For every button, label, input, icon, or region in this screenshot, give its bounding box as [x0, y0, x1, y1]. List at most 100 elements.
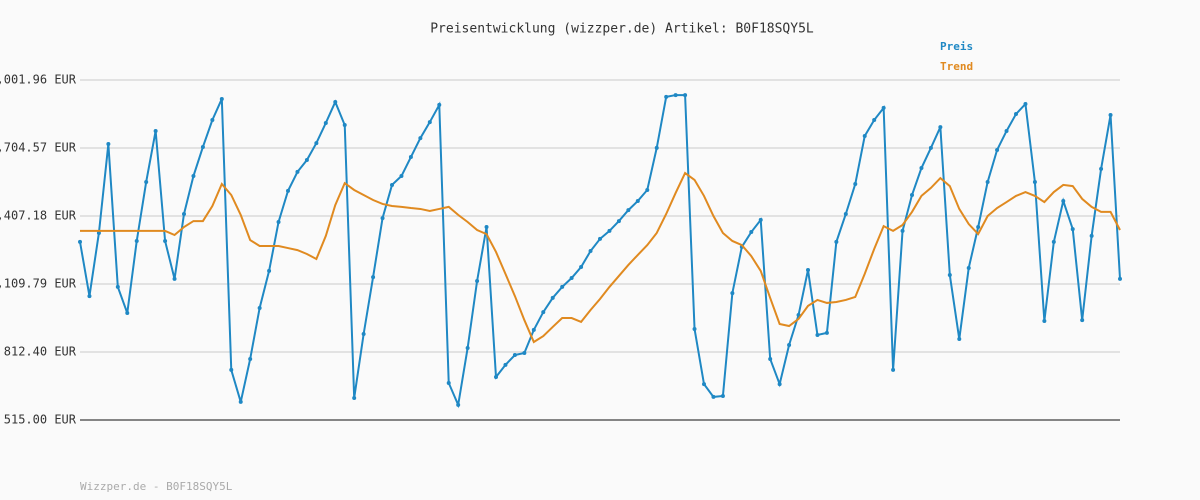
- data-point: [522, 351, 527, 356]
- data-point: [427, 120, 432, 125]
- data-point: [853, 182, 858, 187]
- data-point: [768, 356, 773, 361]
- data-point: [399, 174, 404, 179]
- data-point: [645, 187, 650, 192]
- data-point: [720, 393, 725, 398]
- data-point: [806, 268, 810, 273]
- data-point: [711, 394, 716, 399]
- data-point: [938, 125, 943, 130]
- data-point: [125, 310, 130, 315]
- data-point: [437, 102, 442, 107]
- data-point: [995, 147, 1000, 152]
- data-point: [626, 208, 631, 213]
- y-tick-label: 1,704.57 EUR: [0, 140, 77, 154]
- data-point: [692, 326, 697, 331]
- data-point: [550, 295, 555, 300]
- data-point: [172, 276, 177, 281]
- data-point: [919, 166, 924, 171]
- data-point: [1070, 227, 1075, 232]
- data-point: [910, 193, 914, 198]
- series-line: [79, 94, 1121, 409]
- data-point: [475, 278, 480, 283]
- data-point: [1080, 318, 1085, 323]
- data-point: [96, 230, 101, 235]
- data-point: [144, 179, 149, 184]
- data-point: [872, 118, 877, 123]
- data-point: [446, 380, 451, 385]
- data-point: [616, 219, 621, 224]
- data-point: [891, 367, 896, 372]
- data-point: [588, 249, 593, 254]
- data-point: [957, 337, 962, 342]
- data-point: [673, 93, 678, 98]
- data-point: [200, 144, 205, 149]
- data-point: [1051, 239, 1056, 244]
- data-point: [1108, 112, 1113, 117]
- data-point: [1023, 101, 1028, 106]
- data-point: [928, 145, 933, 150]
- data-point: [210, 118, 215, 123]
- data-point: [153, 128, 158, 133]
- data-point: [777, 382, 782, 387]
- data-point: [314, 141, 319, 146]
- data-point: [238, 399, 243, 404]
- data-point: [484, 225, 489, 230]
- y-tick-label: 812.40 EUR: [4, 344, 77, 358]
- y-tick-label: 1,407.18 EUR: [0, 208, 77, 222]
- data-point: [465, 345, 470, 350]
- series-line: [80, 171, 1121, 344]
- data-point: [579, 265, 584, 270]
- data-point: [494, 375, 498, 380]
- data-point: [702, 382, 706, 387]
- legend-label: Trend: [940, 60, 973, 73]
- data-point: [323, 120, 328, 125]
- data-point: [824, 330, 829, 335]
- data-point: [569, 276, 574, 281]
- data-point: [456, 402, 461, 407]
- data-point: [106, 142, 111, 147]
- data-point: [664, 94, 669, 99]
- data-point: [598, 236, 602, 241]
- y-tick-label: 2,001.96 EUR: [0, 73, 77, 87]
- data-point: [976, 225, 981, 230]
- legend-label: Preis: [940, 40, 973, 53]
- data-point: [276, 219, 281, 224]
- data-point: [1099, 166, 1104, 171]
- data-point: [115, 284, 120, 289]
- data-point: [862, 134, 867, 139]
- data-point: [1014, 112, 1018, 117]
- data-point: [248, 356, 253, 361]
- data-point: [267, 268, 272, 273]
- data-point: [787, 343, 792, 348]
- data-point: [286, 188, 290, 193]
- data-point: [512, 353, 517, 358]
- data-point: [900, 228, 905, 233]
- data-point: [371, 275, 376, 280]
- data-point: [1004, 128, 1009, 133]
- data-point: [163, 238, 168, 243]
- data-point: [531, 327, 536, 332]
- data-point: [503, 362, 508, 367]
- data-point: [191, 174, 196, 179]
- data-point: [182, 211, 186, 216]
- data-point: [635, 198, 640, 203]
- data-point: [333, 99, 338, 104]
- data-point: [749, 230, 754, 235]
- data-point: [380, 216, 385, 221]
- data-point: [361, 332, 366, 337]
- data-point: [1032, 179, 1037, 184]
- data-point: [219, 96, 224, 101]
- data-point: [834, 239, 839, 244]
- data-point: [1089, 233, 1094, 238]
- data-point: [985, 179, 990, 184]
- data-point: [87, 294, 92, 299]
- data-point: [654, 145, 659, 150]
- data-point: [342, 123, 347, 128]
- y-tick-label: 515.00 EUR: [4, 413, 77, 427]
- data-point: [78, 239, 82, 244]
- data-point: [295, 169, 300, 174]
- data-point: [418, 136, 423, 141]
- data-point: [843, 211, 848, 216]
- data-point: [390, 182, 394, 187]
